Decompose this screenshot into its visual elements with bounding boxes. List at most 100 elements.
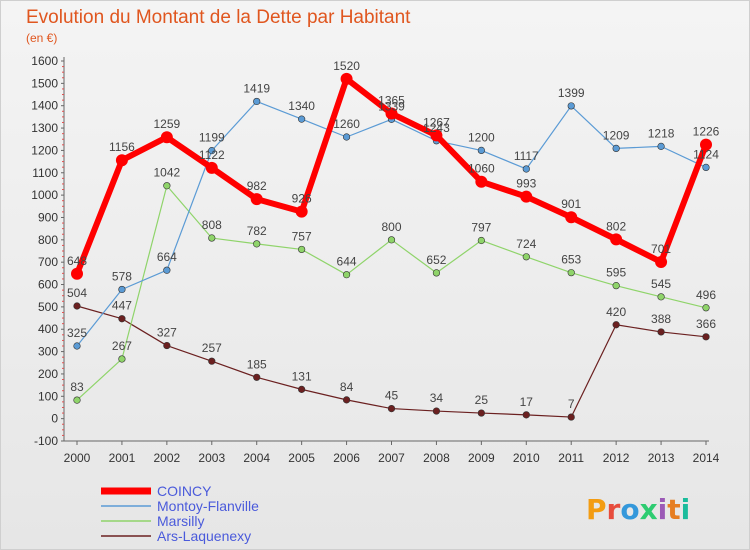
data-label-ars-laquenexy: 7: [568, 397, 575, 411]
data-label-ars-laquenexy: 25: [475, 393, 489, 407]
data-label-montoy-flanville: 1218: [648, 126, 675, 140]
proxiti-logo-letter: r: [607, 493, 621, 526]
data-point-coincy: [430, 129, 443, 142]
data-point-marsilly: [702, 304, 710, 312]
data-label-montoy-flanville: 578: [112, 269, 132, 283]
x-tick-label: 2014: [693, 451, 720, 465]
data-point-marsilly: [522, 253, 530, 261]
data-label-marsilly: 1042: [154, 166, 181, 180]
data-label-coincy: 982: [247, 179, 267, 193]
data-label-ars-laquenexy: 366: [696, 317, 716, 331]
x-tick-label: 2010: [513, 451, 540, 465]
data-point-marsilly: [118, 355, 126, 363]
data-point-marsilly: [298, 245, 306, 254]
data-point-marsilly: [387, 236, 396, 244]
data-label-marsilly: 644: [337, 255, 357, 269]
data-point-montoy-flanville: [342, 133, 351, 141]
legend: COINCYMontoy-FlanvilleMarsillyArs-Laquen…: [101, 483, 259, 544]
data-point-ars-laquenexy: [612, 321, 620, 329]
data-point-ars-laquenexy: [253, 373, 261, 381]
data-point-coincy: [655, 255, 668, 268]
data-point-montoy-flanville: [73, 342, 81, 350]
y-tick-label: 800: [38, 233, 58, 247]
data-point-montoy-flanville: [253, 97, 261, 106]
data-label-marsilly: 653: [561, 253, 581, 267]
data-label-coincy: 1267: [423, 115, 450, 129]
data-point-coincy: [475, 175, 488, 188]
x-tick-label: 2000: [64, 451, 91, 465]
data-point-coincy: [385, 107, 398, 120]
data-label-montoy-flanville: 1209: [603, 128, 630, 142]
data-point-montoy-flanville: [657, 142, 665, 150]
data-point-ars-laquenexy: [387, 404, 396, 413]
data-label-coincy: 926: [292, 192, 312, 206]
y-tick-label: 700: [38, 255, 58, 269]
data-label-ars-laquenexy: 84: [340, 380, 354, 394]
data-point-marsilly: [477, 236, 485, 245]
data-label-montoy-flanville: 1340: [288, 99, 315, 113]
series-marsilly: [73, 182, 710, 404]
y-tick-label: -100: [34, 434, 58, 448]
y-tick-label: 1000: [31, 188, 58, 202]
data-label-marsilly: 757: [292, 229, 312, 243]
data-label-marsilly: 545: [651, 277, 671, 291]
proxiti-logo-letter: i: [658, 493, 668, 526]
data-label-ars-laquenexy: 388: [651, 312, 671, 326]
data-label-marsilly: 267: [112, 339, 132, 353]
data-label-montoy-flanville: 1399: [558, 86, 585, 100]
data-label-marsilly: 808: [202, 218, 222, 232]
data-label-montoy-flanville: 1124: [693, 147, 719, 161]
x-tick-label: 2009: [468, 451, 495, 465]
data-label-marsilly: 652: [426, 253, 446, 267]
data-point-montoy-flanville: [612, 144, 620, 152]
data-point-ars-laquenexy: [342, 396, 351, 404]
data-label-montoy-flanville: 1117: [514, 149, 539, 163]
data-label-coincy: 1259: [154, 117, 181, 131]
data-label-coincy: 1365: [378, 94, 405, 108]
proxiti-logo-letter: t: [667, 493, 680, 526]
proxiti-logo-letter: x: [640, 493, 658, 526]
data-label-montoy-flanville: 664: [157, 250, 177, 264]
data-point-marsilly: [73, 396, 81, 404]
data-point-ars-laquenexy: [73, 302, 81, 310]
data-label-coincy: 1156: [109, 140, 135, 154]
data-label-marsilly: 800: [381, 220, 401, 234]
proxiti-logo-letter: i: [681, 493, 691, 526]
series-coincy: [71, 72, 712, 280]
data-point-marsilly: [567, 269, 575, 277]
data-point-coincy: [250, 193, 263, 206]
axes: -100 0 100 200 300 400 500 600 700 800 900 1000 1100…: [31, 54, 719, 465]
data-point-coincy: [340, 72, 353, 85]
data-label-coincy: 993: [516, 177, 536, 191]
data-point-ars-laquenexy: [477, 409, 485, 417]
data-label-marsilly: 724: [516, 237, 536, 251]
x-tick-label: 2005: [288, 451, 315, 465]
data-label-coincy: 1122: [199, 148, 225, 162]
data-point-ars-laquenexy: [298, 385, 306, 393]
x-tick-label: 2012: [603, 451, 630, 465]
data-point-marsilly: [253, 240, 261, 248]
data-point-marsilly: [432, 269, 441, 277]
y-tick-label: 1400: [31, 99, 58, 113]
legend-label: Montoy-Flanville: [157, 498, 259, 514]
data-point-ars-laquenexy: [208, 357, 216, 365]
data-label-ars-laquenexy: 447: [112, 299, 132, 313]
proxiti-logo: Proxiti: [586, 493, 690, 526]
y-tick-label: 1600: [31, 54, 58, 68]
y-tick-label: 100: [38, 389, 58, 403]
data-label-montoy-flanville: 1199: [199, 131, 225, 145]
y-tick-label: 1200: [31, 143, 58, 157]
data-point-ars-laquenexy: [432, 407, 441, 415]
data-point-marsilly: [342, 271, 351, 279]
legend-label: COINCY: [157, 483, 212, 499]
data-point-marsilly: [657, 293, 665, 301]
data-point-ars-laquenexy: [522, 411, 530, 419]
data-point-ars-laquenexy: [567, 413, 575, 421]
data-point-ars-laquenexy: [657, 328, 665, 336]
data-label-ars-laquenexy: 131: [292, 369, 312, 383]
data-label-marsilly: 496: [696, 288, 716, 302]
data-label-coincy: 648: [67, 254, 87, 268]
y-tick-label: 0: [51, 412, 58, 426]
x-tick-label: 2008: [423, 451, 450, 465]
